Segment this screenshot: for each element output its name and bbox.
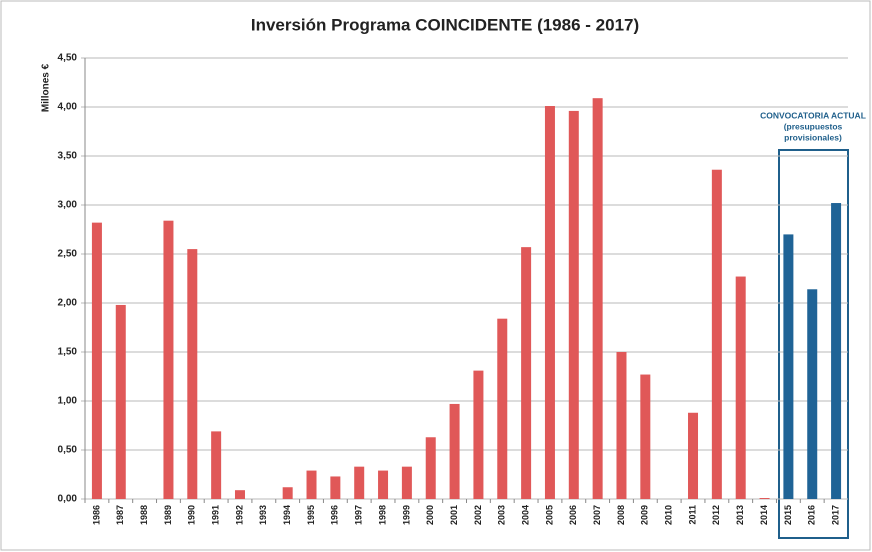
bar [282, 487, 293, 499]
bar [592, 98, 603, 500]
x-tick-label: 2012 [711, 505, 721, 525]
x-tick-label: 2007 [592, 505, 602, 525]
x-tick-label: 2004 [520, 505, 530, 525]
x-tick-label: 1988 [139, 505, 149, 525]
y-tick-label: 2,00 [58, 298, 78, 309]
chart-title: Inversión Programa COINCIDENTE (1986 - 2… [251, 15, 639, 34]
x-tick-label: 1990 [187, 505, 197, 525]
x-tick-label: 1989 [163, 505, 173, 525]
y-tick-label: 0,50 [58, 445, 78, 456]
y-tick-label: 0,00 [58, 494, 78, 505]
bar [783, 234, 794, 499]
x-tick-label: 1992 [234, 505, 244, 525]
x-tick-label: 1995 [306, 505, 316, 525]
bar [616, 352, 627, 499]
y-tick-label: 4,50 [58, 53, 78, 64]
x-tick-label: 1991 [211, 505, 221, 525]
x-tick-label: 2002 [473, 505, 483, 525]
bar [425, 437, 436, 499]
x-tick-label: 2016 [807, 505, 817, 525]
bar [807, 289, 818, 499]
x-tick-label: 1997 [354, 505, 364, 525]
bar [187, 249, 198, 499]
bar [568, 110, 579, 500]
y-tick-label: 3,00 [58, 200, 78, 211]
bar [640, 374, 651, 499]
x-tick-label: 2005 [544, 505, 554, 525]
y-axis-label: Millones € [41, 63, 52, 112]
y-tick-label: 2,50 [58, 249, 78, 260]
x-tick-label: 2003 [497, 505, 507, 525]
bar [831, 203, 842, 500]
bar [378, 470, 389, 499]
bar [711, 169, 722, 499]
annotation: CONVOCATORIA ACTUAL [760, 110, 866, 120]
bar [735, 276, 746, 499]
bar [354, 466, 365, 499]
y-tick-label: 3,50 [58, 151, 78, 162]
x-tick-label: 1998 [377, 505, 387, 525]
x-tick-label: 1993 [258, 505, 268, 525]
bar [115, 304, 126, 499]
x-tick-label: 1986 [91, 505, 101, 525]
bar [688, 412, 699, 499]
bar [211, 431, 222, 499]
x-tick-label: 1999 [401, 505, 411, 525]
highlight-box [778, 149, 849, 539]
bar [759, 498, 770, 499]
x-tick-label: 2015 [783, 505, 793, 525]
bar [234, 490, 245, 499]
x-tick-label: 2009 [640, 505, 650, 525]
x-tick-label: 2008 [616, 505, 626, 525]
annotation: (presupuestos [784, 121, 843, 131]
bar [330, 476, 341, 499]
x-tick-label: 2006 [568, 505, 578, 525]
bar [473, 370, 484, 499]
bar [497, 318, 508, 499]
x-tick-label: 1996 [330, 505, 340, 525]
x-tick-label: 2000 [425, 505, 435, 525]
y-tick-label: 4,00 [58, 102, 78, 113]
x-tick-label: 1994 [282, 505, 292, 525]
bar [401, 466, 412, 499]
bar [449, 403, 460, 499]
y-tick-label: 1,00 [58, 396, 78, 407]
bar [91, 222, 102, 499]
y-tick-label: 1,50 [58, 347, 78, 358]
bar [306, 470, 317, 499]
x-tick-label: 2017 [830, 505, 840, 525]
annotation: provisionales) [784, 132, 842, 142]
bar [163, 220, 174, 499]
x-tick-label: 2010 [664, 505, 674, 525]
x-tick-label: 2011 [687, 505, 697, 525]
x-tick-label: 2013 [735, 505, 745, 525]
bar [544, 106, 555, 500]
bar [521, 247, 532, 499]
x-tick-label: 1987 [115, 505, 125, 525]
x-tick-label: 2014 [759, 505, 769, 525]
x-tick-label: 2001 [449, 505, 459, 525]
